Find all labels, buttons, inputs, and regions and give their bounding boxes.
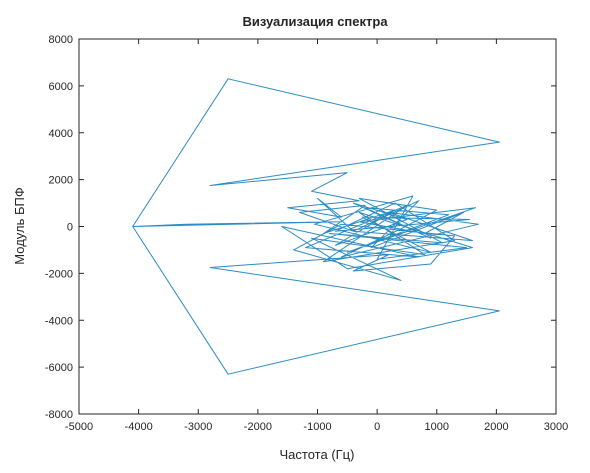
chart-title: Визуализация спектра [242,14,388,29]
x-tick-label: 1000 [425,421,449,433]
y-tick-label: -6000 [45,362,73,374]
y-tick-label: 0 [67,222,73,234]
x-tick-label: -2000 [244,421,272,433]
x-tick-label: -5000 [65,421,93,433]
axis-ticks: -5000 -4000 -3000 -2000 -1000 0 1000 2000 3000 -8… [45,34,568,433]
x-tick-label: -4000 [125,421,153,433]
y-tick-label: 2000 [49,175,73,187]
x-tick-label: -1000 [303,421,331,433]
y-tick-label: 8000 [49,34,73,46]
x-tick-label: 3000 [544,421,568,433]
series-layer [132,78,500,375]
x-axis-label: Частота (Гц) [280,447,355,462]
x-tick-label: -3000 [184,421,212,433]
x-tick-label: 0 [374,421,380,433]
y-tick-label: -4000 [45,315,73,327]
x-tick-label: 2000 [484,421,508,433]
y-tick-label: 4000 [49,128,73,140]
y-tick-label: -8000 [45,409,73,421]
y-axis-label: Модуль БПФ [12,187,27,265]
series-line-0 [132,78,500,375]
y-tick-label: 6000 [49,81,73,93]
y-tick-label: -2000 [45,268,73,280]
